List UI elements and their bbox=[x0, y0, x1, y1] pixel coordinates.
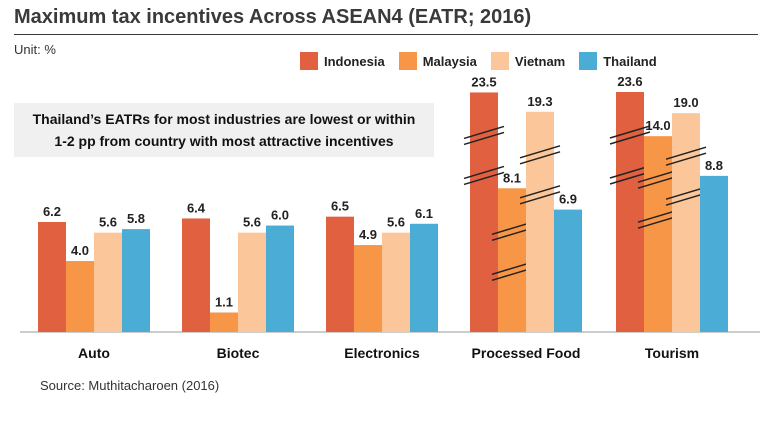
legend-label-indonesia: Indonesia bbox=[324, 53, 385, 69]
break-mark-processed-food-malaysia-a1 bbox=[491, 227, 533, 242]
bar-biotec-malaysia bbox=[210, 312, 238, 332]
break-mark-tourism-malaysia-a0 bbox=[637, 169, 679, 183]
bar-electronics-vietnam bbox=[382, 232, 410, 332]
bar-biotec-vietnam bbox=[238, 232, 266, 332]
category-label-electronics: Electronics bbox=[344, 345, 420, 361]
value-label-auto-thailand: 5.8 bbox=[127, 211, 145, 226]
chart-title: Maximum tax incentives Across ASEAN4 (EA… bbox=[14, 6, 532, 28]
bar-tourism-indonesia bbox=[616, 92, 644, 332]
value-label-processed-food-vietnam: 19.3 bbox=[527, 94, 552, 109]
source-note: Source: Muthitacharoen (2016) bbox=[40, 378, 220, 393]
legend-swatch-vietnam bbox=[490, 52, 509, 70]
callout-line-1: Thailand’s EATRs for most industries are… bbox=[32, 111, 416, 127]
bar-tourism-vietnam bbox=[672, 113, 700, 332]
bar-electronics-thailand bbox=[410, 223, 438, 332]
bar-auto-malaysia bbox=[66, 261, 94, 332]
break-mark-processed-food-vietnam-b1 bbox=[519, 191, 561, 205]
category-label-auto: Auto bbox=[78, 345, 110, 361]
value-label-tourism-indonesia: 23.6 bbox=[617, 74, 642, 89]
break-mark-processed-food-malaysia-a0 bbox=[491, 221, 533, 236]
break-mark-tourism-indonesia-b1 bbox=[609, 171, 651, 185]
break-mark-tourism-vietnam-b0 bbox=[665, 186, 707, 200]
value-label-tourism-malaysia: 14.0 bbox=[645, 118, 670, 133]
bar-electronics-malaysia bbox=[354, 245, 382, 332]
callout-box: Thailand’s EATRs for most industries are… bbox=[14, 103, 434, 157]
legend-swatch-thailand bbox=[579, 52, 598, 70]
break-mark-tourism-vietnam-a1 bbox=[665, 152, 707, 166]
category-label-processed-food: Processed Food bbox=[472, 345, 581, 361]
bar-biotec-indonesia bbox=[182, 218, 210, 332]
legend-swatch-malaysia bbox=[398, 52, 417, 70]
bar-electronics-indonesia bbox=[326, 216, 354, 332]
bar-processed-food-thailand bbox=[554, 209, 582, 332]
break-mark-tourism-indonesia-a0 bbox=[609, 125, 651, 139]
value-label-biotec-thailand: 6.0 bbox=[271, 208, 289, 223]
legend-item-malaysia: Malaysia bbox=[398, 52, 477, 70]
break-mark-tourism-malaysia-b0 bbox=[637, 209, 679, 223]
break-mark-tourism-indonesia-a1 bbox=[609, 131, 651, 145]
bar-processed-food-vietnam bbox=[526, 111, 554, 332]
value-label-processed-food-indonesia: 23.5 bbox=[471, 74, 496, 89]
value-label-biotec-vietnam: 5.6 bbox=[243, 215, 261, 230]
legend-item-vietnam: Vietnam bbox=[490, 52, 566, 70]
legend: Indonesia Malaysia Vietnam Thailand bbox=[300, 52, 657, 70]
value-label-tourism-vietnam: 19.0 bbox=[673, 95, 698, 110]
value-label-electronics-indonesia: 6.5 bbox=[331, 199, 349, 214]
bar-biotec-thailand bbox=[266, 225, 294, 332]
title-underline bbox=[14, 34, 758, 35]
break-mark-processed-food-indonesia-b0 bbox=[463, 165, 505, 180]
break-mark-tourism-vietnam-b1 bbox=[665, 192, 707, 206]
legend-label-thailand: Thailand bbox=[603, 53, 657, 69]
bar-processed-food-malaysia bbox=[498, 188, 526, 332]
unit-label: Unit: % bbox=[14, 42, 56, 57]
value-label-processed-food-thailand: 6.9 bbox=[559, 192, 577, 207]
bar-tourism-malaysia bbox=[644, 136, 672, 332]
legend-label-vietnam: Vietnam bbox=[514, 53, 566, 69]
legend-item-indonesia: Indonesia bbox=[300, 52, 385, 70]
value-label-auto-indonesia: 6.2 bbox=[43, 204, 61, 219]
value-label-electronics-malaysia: 4.9 bbox=[359, 227, 377, 242]
break-mark-processed-food-vietnam-a0 bbox=[519, 145, 561, 159]
value-label-auto-malaysia: 4.0 bbox=[71, 243, 89, 258]
value-label-auto-vietnam: 5.6 bbox=[99, 215, 117, 230]
value-label-biotec-indonesia: 6.4 bbox=[187, 200, 206, 215]
break-mark-processed-food-indonesia-b1 bbox=[463, 171, 505, 186]
break-mark-processed-food-malaysia-b0 bbox=[491, 261, 533, 276]
category-label-tourism: Tourism bbox=[645, 345, 699, 361]
break-mark-processed-food-vietnam-a1 bbox=[519, 151, 561, 165]
value-label-biotec-malaysia: 1.1 bbox=[215, 294, 233, 309]
bar-auto-thailand bbox=[122, 229, 150, 332]
value-label-tourism-thailand: 8.8 bbox=[705, 158, 723, 173]
break-mark-tourism-vietnam-a0 bbox=[665, 146, 707, 160]
break-mark-processed-food-indonesia-a0 bbox=[463, 125, 505, 140]
bar-auto-indonesia bbox=[38, 222, 66, 332]
legend-label-malaysia: Malaysia bbox=[422, 53, 477, 69]
break-mark-tourism-malaysia-b1 bbox=[637, 215, 679, 229]
category-label-biotec: Biotec bbox=[217, 345, 260, 361]
break-mark-processed-food-malaysia-b1 bbox=[491, 267, 533, 282]
bar-tourism-thailand bbox=[700, 175, 728, 332]
break-mark-tourism-indonesia-b0 bbox=[609, 165, 651, 179]
value-label-processed-food-malaysia: 8.1 bbox=[503, 170, 521, 185]
value-label-electronics-thailand: 6.1 bbox=[415, 206, 433, 221]
bar-auto-vietnam bbox=[94, 232, 122, 332]
callout-line-2: 1-2 pp from country with most attractive… bbox=[54, 133, 394, 149]
bar-processed-food-indonesia bbox=[470, 92, 498, 333]
break-mark-tourism-malaysia-a1 bbox=[637, 175, 679, 189]
break-mark-processed-food-vietnam-b0 bbox=[519, 185, 561, 199]
legend-item-thailand: Thailand bbox=[579, 52, 657, 70]
value-label-electronics-vietnam: 5.6 bbox=[387, 215, 405, 230]
break-mark-processed-food-indonesia-a1 bbox=[463, 131, 505, 146]
legend-swatch-indonesia bbox=[300, 52, 318, 70]
